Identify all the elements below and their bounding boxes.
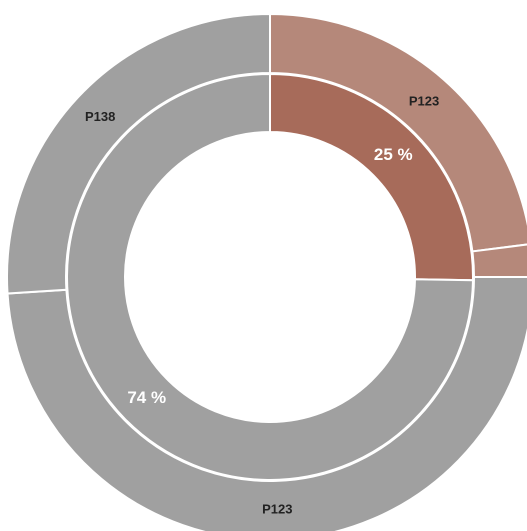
data-label: 25 % xyxy=(374,145,413,164)
data-label: 74 % xyxy=(127,388,166,407)
segment-label: P138 xyxy=(85,109,115,124)
segment-label: P123 xyxy=(409,94,439,109)
segment-label: P123 xyxy=(262,501,292,516)
donut-segment xyxy=(269,72,474,282)
donut-segment xyxy=(66,72,474,481)
